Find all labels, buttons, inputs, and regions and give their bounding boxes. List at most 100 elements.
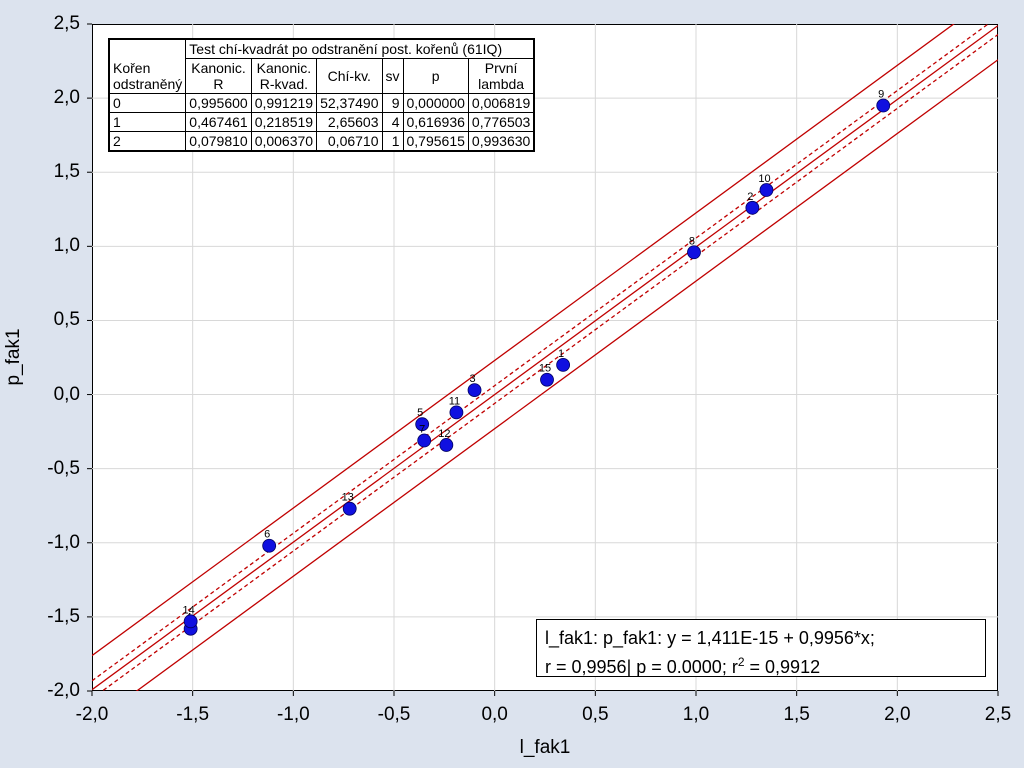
table-cell: 0,467461 (185, 112, 252, 132)
table-cell: 0,776503 (467, 112, 535, 132)
confidence-band-lower (101, 33, 998, 691)
table-column-header: sv (381, 58, 404, 94)
table-cell: 4 (381, 112, 404, 132)
table-cell: 0,006370 (250, 131, 318, 152)
table-column-header: Kanonic. R (185, 58, 252, 94)
point-label: 15 (539, 363, 551, 375)
data-point (687, 245, 701, 260)
table-row: 2 0,079810 0,006370 0,06710 1 0,795615 0,99363… (108, 131, 535, 152)
x-tick-label: 0,0 (481, 704, 508, 725)
table-cell: 0,006819 (467, 93, 535, 113)
point-label: 12 (438, 428, 450, 440)
table-cell: 2 (108, 131, 187, 152)
table-cell: 0,795615 (402, 131, 469, 152)
table-row: 0 0,995600 0,991219 52,37490 9 0,000000 0,0068… (108, 93, 535, 113)
data-point (415, 417, 430, 432)
y-tick-label: -2,0 (47, 680, 80, 701)
point-label: 11 (449, 395, 460, 407)
y-tick-label: -1,5 (47, 605, 80, 627)
equation-line1: l_fak1: p_fak1: y = 1,411E-15 + 0,9956*x… (545, 628, 875, 648)
y-axis-label: p_fak1 (3, 328, 24, 386)
data-point (449, 405, 464, 420)
data-point (439, 438, 454, 452)
data-point (342, 501, 357, 516)
x-tick-label: 2,0 (884, 704, 911, 725)
data-point (417, 433, 432, 448)
table-cell: 1 (381, 131, 404, 152)
point-label: 3 (469, 373, 475, 385)
prediction-band-upper (92, 24, 955, 657)
table-row: 1 0,467461 0,218519 2,65603 4 0,616936 0,77650… (108, 112, 535, 132)
x-tick-label: -1,0 (276, 704, 310, 725)
data-point (556, 358, 571, 372)
table-cell: 1 (108, 112, 187, 132)
column-header-line1: Kanonic. (256, 60, 312, 76)
column-header-line1: sv (385, 68, 400, 84)
data-point (745, 200, 760, 215)
data-point (183, 614, 198, 629)
table-cell: 0,616936 (402, 112, 469, 132)
table-cell: 9 (381, 93, 404, 113)
y-tick-label: -0,5 (47, 457, 80, 479)
column-header-line2: R (213, 76, 224, 92)
y-tick-label: 1,5 (53, 161, 80, 183)
table-cell: 52,37490 (316, 93, 383, 113)
y-tick-label: 0,5 (53, 309, 80, 331)
point-label: 5 (417, 407, 423, 419)
equation-line2-sup: 2 (737, 655, 745, 669)
x-tick-label: -1,5 (176, 704, 210, 725)
point-label: 9 (878, 89, 884, 101)
column-header-line2: lambda (478, 76, 525, 92)
point-label: 1 (558, 348, 564, 360)
y-tick-label: 0,0 (53, 383, 80, 405)
point-label: 8 (689, 235, 695, 247)
table-cell: 0,991219 (250, 93, 318, 113)
table-cell: 0,079810 (185, 131, 252, 152)
point-label: 10 (758, 173, 770, 185)
x-axis-label: l_fak1 (519, 737, 571, 758)
x-tick-label: 1,0 (682, 704, 710, 725)
y-tick-label: -1,0 (47, 531, 80, 553)
equation-line2: r = 0,9956| p = 0.0000; r2 = 0,9912 (545, 650, 979, 679)
chi-square-table: Kořen odstraněný Test chí-kvadrát po ods… (108, 38, 536, 152)
y-tick-label: 1,0 (53, 235, 80, 257)
point-label: 7 (419, 424, 425, 436)
table-column-header: Kanonic. R-kvad. (250, 58, 318, 94)
table-cell: 0 (108, 93, 187, 113)
table-cell: 0,218519 (250, 112, 318, 132)
data-point (759, 183, 774, 197)
column-header-line1: p (431, 68, 440, 84)
data-point (262, 538, 277, 553)
table-row-header-line2: odstraněný (113, 76, 183, 92)
regression-equation-box: l_fak1: p_fak1: y = 1,411E-15 + 0,9956*x… (536, 619, 986, 677)
point-label: 13 (342, 492, 354, 504)
point-label: 6 (264, 529, 270, 541)
table-title: Test chí-kvadrát po odstranění post. koř… (185, 38, 535, 59)
x-tick-label: 0,5 (582, 704, 609, 725)
table-row-header-line1: Kořen (113, 60, 151, 76)
x-tick-label: 2,5 (984, 704, 1012, 725)
column-header-line1: Kanonic. (191, 60, 246, 76)
table-cell: 0,06710 (316, 131, 383, 152)
point-label: 14 (183, 604, 195, 616)
table-cell: 2,65603 (316, 112, 383, 132)
equation-line2-suffix: = 0,9912 (744, 657, 821, 677)
x-tick-label: 1,5 (783, 704, 810, 725)
table-cell: 0,000000 (402, 93, 469, 113)
regression-lines (92, 24, 998, 691)
table-column-header: Chí-kv. (316, 58, 383, 94)
confidence-band-upper (92, 24, 990, 682)
column-header-line2: R-kvad. (259, 76, 308, 92)
prediction-band-lower (135, 59, 998, 691)
regression-line (92, 25, 998, 691)
data-point (876, 98, 891, 113)
table-row-header: Kořen odstraněný (108, 38, 187, 94)
x-tick-label: -2,0 (75, 704, 109, 725)
equation-line2-prefix: r = 0,9956| p = 0.0000; r (545, 657, 738, 677)
point-label: 2 (747, 191, 753, 203)
y-tick-label: 2,0 (53, 87, 80, 109)
table-column-headers: Kanonic. R Kanonic. R-kvad. Chí-kv. sv p První l… (109, 58, 535, 94)
data-point (467, 383, 482, 398)
